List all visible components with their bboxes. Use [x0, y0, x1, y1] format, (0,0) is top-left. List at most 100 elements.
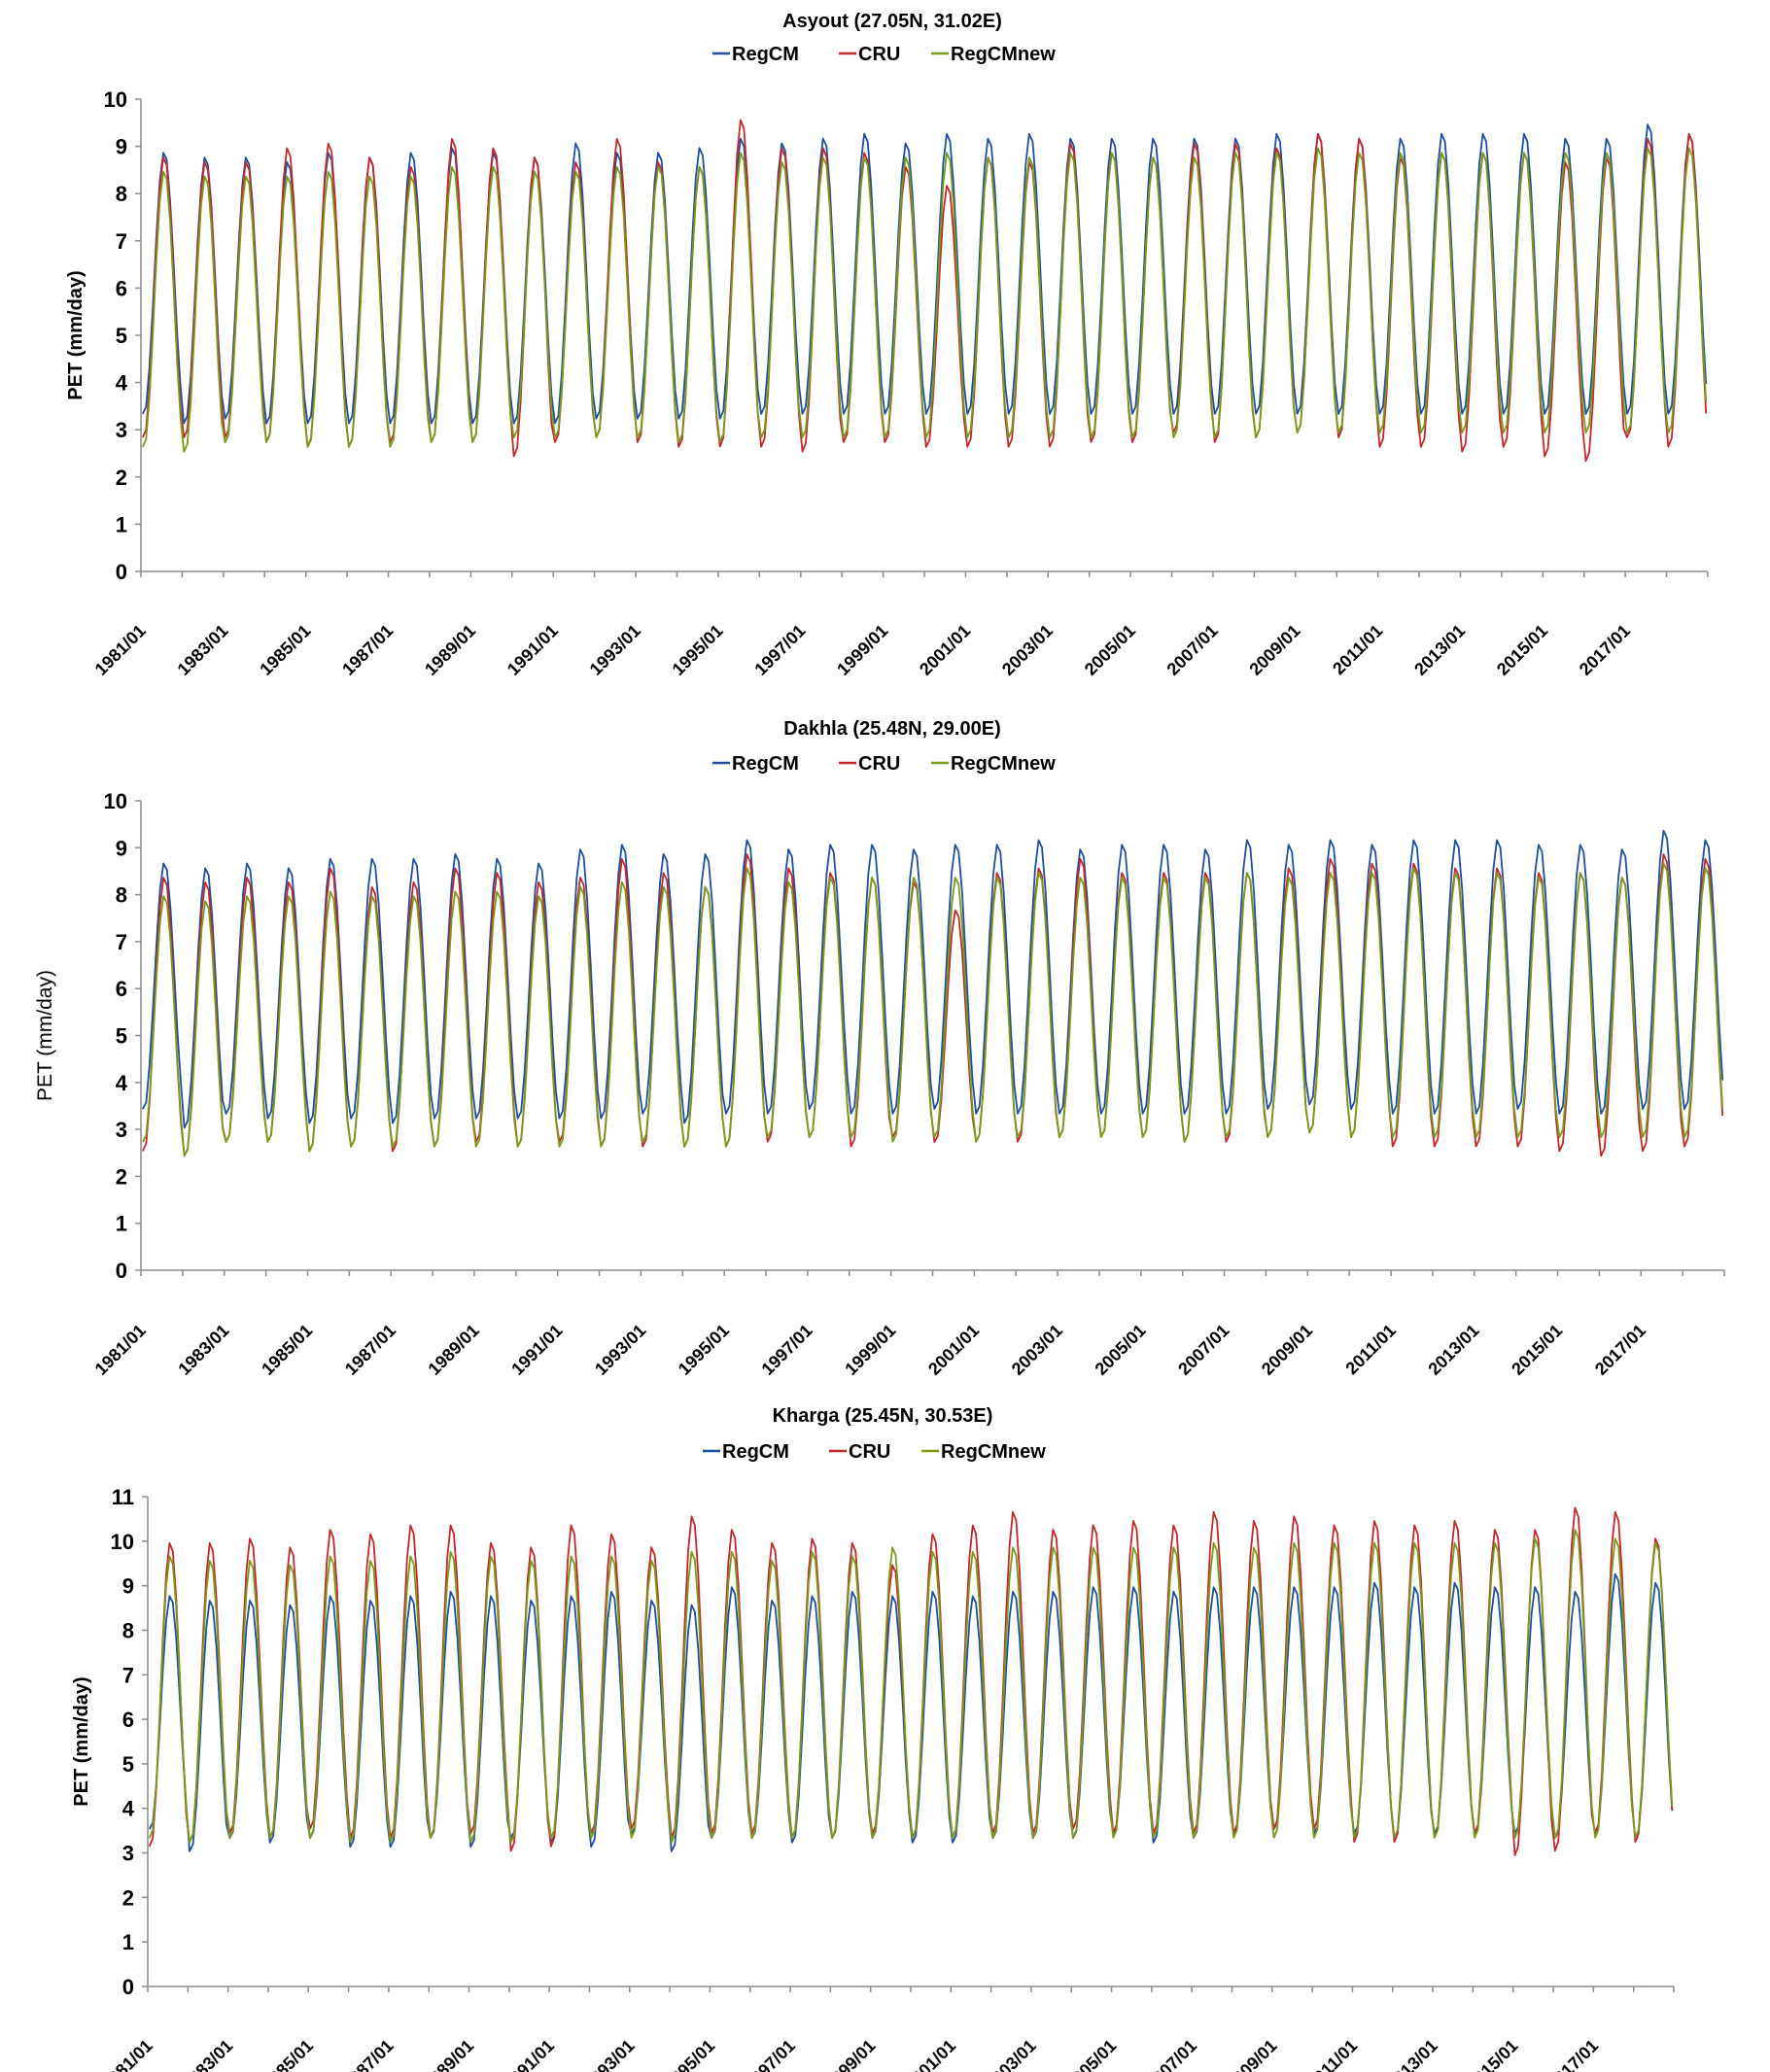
x-tick-label: 1987/01	[339, 2036, 398, 2072]
x-tick-label: 1989/01	[419, 2036, 477, 2072]
chart-title: Dakhla (25.48N, 29.00E)	[783, 718, 1000, 740]
legend-entry-regcmnew: RegCMnew	[921, 1441, 1046, 1463]
x-tick-label: 2017/01	[1576, 621, 1634, 679]
y-tick-label: 0	[116, 1259, 127, 1283]
chart-panel-2: Dakhla (25.48N, 29.00E) RegCM CRU RegCMnew P…	[34, 718, 1725, 1379]
y-tick-label: 3	[116, 1118, 127, 1142]
legend-entry-cru: CRU	[829, 1441, 890, 1463]
x-tick-label: 1987/01	[341, 1321, 399, 1379]
y-tick-label: 7	[116, 229, 127, 254]
legend-entry-regcm: RegCM	[712, 44, 799, 65]
legend-label: RegCMnew	[951, 753, 1056, 775]
x-tick-label: 1983/01	[178, 2036, 236, 2072]
x-tick-label: 1985/01	[256, 621, 314, 679]
x-tick-label: 2015/01	[1508, 1321, 1566, 1379]
y-tick-label: 10	[104, 789, 127, 813]
x-tick-label: 1985/01	[258, 1321, 316, 1379]
x-tick-label: 2001/01	[916, 621, 974, 679]
legend-label: RegCM	[732, 753, 799, 775]
x-tick-label: 1991/01	[500, 2036, 558, 2072]
legend-label: RegCMnew	[941, 1441, 1046, 1463]
x-tick-label: 2005/01	[1092, 1321, 1150, 1379]
series-line-regcm	[141, 123, 1708, 425]
x-tick-label: 2017/01	[1544, 2036, 1602, 2072]
x-tick-label: 1993/01	[579, 2036, 638, 2072]
x-tick-label: 1985/01	[259, 2036, 317, 2072]
x-tick-label: 1995/01	[675, 1321, 733, 1379]
x-tick-label: 1989/01	[425, 1321, 483, 1379]
x-tick-label: 1999/01	[841, 1321, 899, 1379]
y-tick-label: 11	[112, 1485, 134, 1509]
x-tick-label: 2011/01	[1303, 2036, 1361, 2072]
y-tick-label: 10	[104, 87, 127, 112]
y-tick-label: 1	[116, 512, 127, 536]
x-tick-label: 2013/01	[1424, 1321, 1482, 1379]
series-line-regcmnew	[142, 862, 1724, 1157]
legend-label: RegCM	[732, 44, 799, 65]
y-tick-label: 6	[116, 276, 127, 300]
x-tick-label: 2015/01	[1493, 621, 1551, 679]
series-line-regcmnew	[148, 1529, 1674, 1844]
x-tick-label: 1997/01	[758, 1321, 816, 1379]
x-tick-label: 1991/01	[507, 1321, 566, 1379]
y-tick-label: 0	[116, 560, 127, 584]
x-tick-label: 2007/01	[1142, 2036, 1200, 2072]
chart-title: Asyout (27.05N, 31.02E)	[782, 11, 1002, 32]
y-tick-label: 8	[116, 182, 127, 206]
chart-panel-3: Kharga (25.45N, 30.53E) RegCM CRU RegCMnew P…	[71, 1405, 1675, 2072]
x-tick-label: 1993/01	[586, 621, 644, 679]
series-line-cru	[148, 1506, 1674, 1856]
x-tick-label: 1981/01	[91, 621, 150, 679]
x-tick-label: 1989/01	[421, 621, 479, 679]
y-tick-label: 4	[122, 1797, 135, 1821]
x-tick-label: 2017/01	[1591, 1321, 1649, 1379]
legend-entry-cru: CRU	[839, 44, 900, 65]
legend-label: RegCM	[722, 1441, 789, 1463]
y-axis-label: PET (mm/day)	[65, 270, 87, 399]
y-tick-label: 10	[111, 1530, 134, 1554]
series-line-regcm	[142, 829, 1724, 1129]
y-axis-label: PET (mm/day)	[71, 1676, 92, 1806]
y-tick-label: 8	[116, 883, 127, 908]
y-tick-label: 9	[116, 836, 127, 860]
y-axis-label: PET (mm/day)	[34, 970, 56, 1101]
x-tick-label: 2001/01	[924, 1321, 983, 1379]
y-tick-label: 6	[122, 1708, 134, 1732]
legend-entry-regcm: RegCM	[703, 1441, 789, 1463]
x-tick-label: 2011/01	[1329, 621, 1386, 678]
x-tick-label: 2003/01	[982, 2036, 1040, 2072]
chart-panel-1: Asyout (27.05N, 31.02E) RegCM CRU RegCMnew P…	[65, 11, 1709, 679]
legend-entry-regcmnew: RegCMnew	[931, 44, 1056, 65]
y-tick-label: 1	[116, 1212, 127, 1236]
legend-label: CRU	[858, 753, 900, 775]
x-tick-label: 1995/01	[660, 2036, 718, 2072]
y-tick-label: 7	[116, 930, 127, 954]
x-tick-label: 1993/01	[591, 1321, 649, 1379]
y-tick-label: 2	[116, 1164, 127, 1189]
x-tick-label: 2013/01	[1383, 2036, 1441, 2072]
x-tick-label: 2003/01	[998, 621, 1057, 679]
x-tick-label: 2001/01	[901, 2036, 959, 2072]
y-tick-label: 9	[122, 1574, 134, 1599]
x-tick-label: 2009/01	[1258, 1321, 1316, 1379]
legend-entry-cru: CRU	[839, 753, 900, 775]
y-tick-label: 9	[116, 135, 127, 159]
series-line-cru	[141, 119, 1708, 463]
y-tick-label: 3	[122, 1842, 134, 1866]
x-tick-label: 2015/01	[1463, 2036, 1521, 2072]
x-tick-label: 1999/01	[820, 2036, 879, 2072]
y-tick-label: 4	[116, 371, 128, 396]
legend-label: RegCMnew	[951, 44, 1056, 65]
y-tick-label: 5	[116, 324, 127, 348]
x-tick-label: 2011/01	[1341, 1321, 1399, 1378]
x-tick-label: 2007/01	[1163, 621, 1222, 679]
x-tick-label: 2013/01	[1410, 621, 1469, 679]
legend-label: CRU	[858, 44, 900, 65]
x-tick-label: 1997/01	[750, 621, 809, 679]
x-tick-label: 1983/01	[174, 621, 232, 679]
y-tick-label: 4	[116, 1071, 128, 1095]
x-tick-label: 1997/01	[741, 2036, 799, 2072]
x-tick-label: 2003/01	[1008, 1321, 1066, 1379]
y-tick-label: 1	[122, 1930, 134, 1954]
